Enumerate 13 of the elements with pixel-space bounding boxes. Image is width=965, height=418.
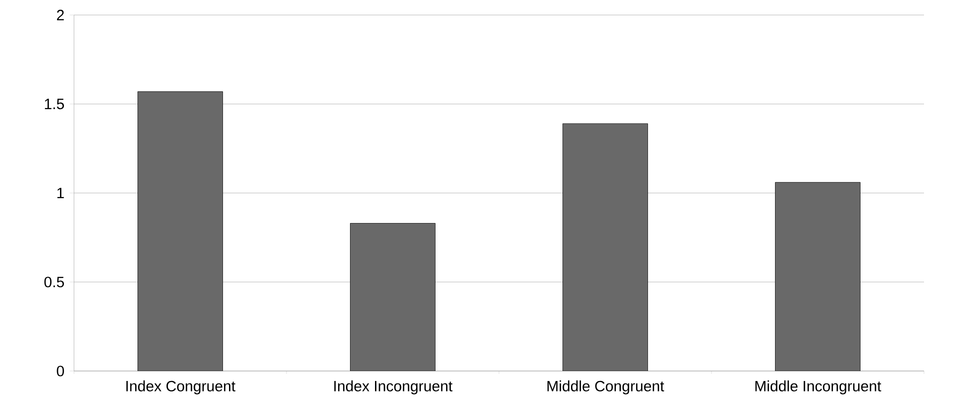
bar (775, 182, 860, 371)
bar (350, 223, 436, 371)
y-tick-label: 2 (57, 10, 64, 20)
y-tick-label: 0 (56, 366, 64, 376)
x-tick-label: Index Incongruent (334, 380, 452, 394)
x-tick-label: Middle Incongruent (755, 380, 882, 394)
bar (562, 123, 648, 371)
x-tick-label: Middle Congruent (547, 380, 664, 394)
bar (138, 91, 223, 371)
y-tick-label: 1 (57, 188, 64, 198)
y-tick-label: 1.5 (44, 98, 64, 110)
x-tick-label: Index Congruent (126, 380, 236, 394)
y-tick-label: 0.5 (44, 276, 64, 288)
